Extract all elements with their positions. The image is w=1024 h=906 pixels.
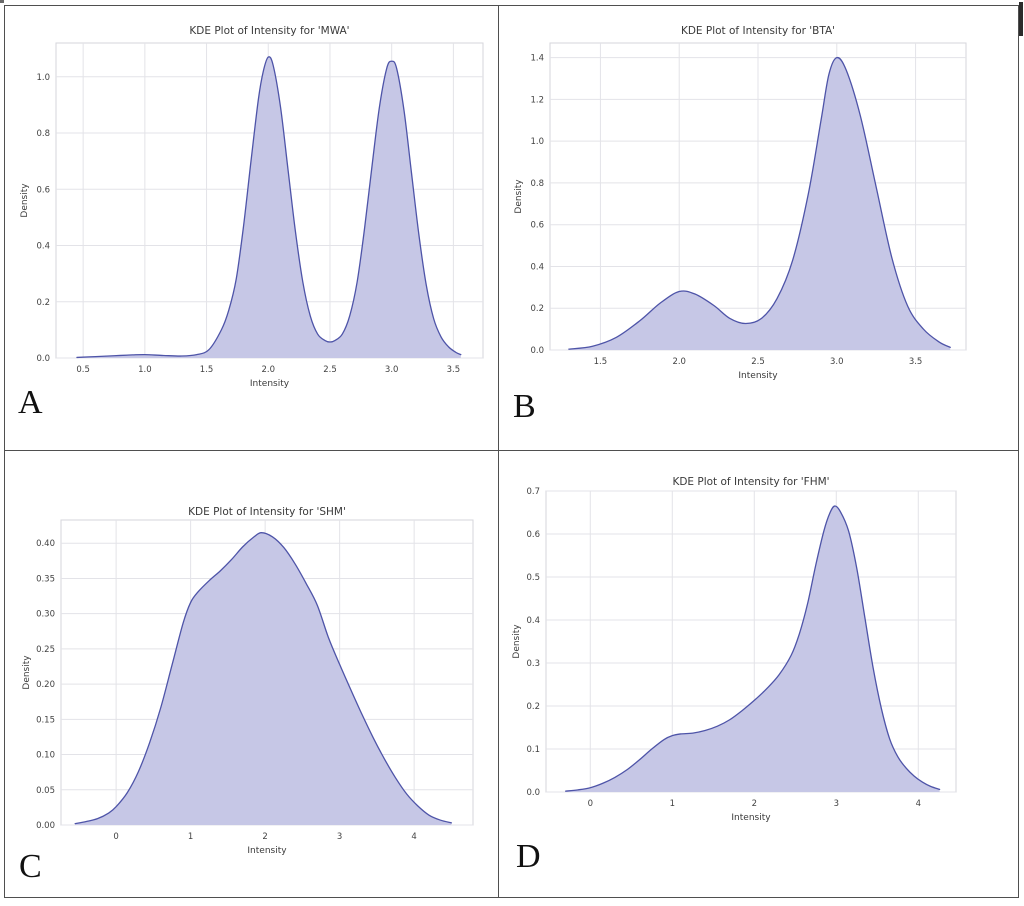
- x-axis-label: Intensity: [731, 813, 771, 823]
- y-tick-label: 0.6: [526, 530, 540, 540]
- table-cell-d: KDE Plot of Intensity for 'FHM' 0 1 2 3 4 0.0 0…: [499, 451, 1018, 897]
- y-tick-label: 0.0: [36, 354, 50, 364]
- y-tick-label: 0.30: [36, 610, 55, 620]
- y-tick-label: 0.20: [36, 680, 55, 690]
- x-tick-label: 2.5: [323, 365, 337, 375]
- corner-artifact-icon: [0, 0, 4, 3]
- kde-chart-mwa: KDE Plot of Intensity for 'MWA' 0.5 1.0 1.5…: [20, 25, 484, 389]
- figure-table: KDE Plot of Intensity for 'MWA' 0.5 1.0 1.5…: [4, 5, 1019, 898]
- x-tick-label: 3.0: [830, 357, 844, 367]
- table-cell-c: KDE Plot of Intensity for 'SHM' 0 1 2 3 4 0.00…: [5, 451, 499, 897]
- kde-area: [76, 56, 461, 358]
- y-tick-label: 0.05: [36, 786, 55, 796]
- kde-chart-shm: KDE Plot of Intensity for 'SHM' 0 1 2 3 4 0.00…: [22, 506, 474, 856]
- chart-title: KDE Plot of Intensity for 'SHM': [188, 506, 346, 518]
- kde-curve: [76, 56, 462, 359]
- table-cell-b: KDE Plot of Intensity for 'BTA' 1.5 2.0 2.5…: [499, 6, 1018, 451]
- chart-title: KDE Plot of Intensity for 'FHM': [672, 476, 829, 488]
- y-tick-label: 0.2: [530, 304, 544, 314]
- y-tick-label: 0.40: [36, 539, 55, 549]
- y-tick-label: 0.0: [526, 788, 540, 798]
- chart-title: KDE Plot of Intensity for 'MWA': [189, 25, 349, 37]
- x-tick-label: 4: [916, 799, 921, 809]
- x-tick-label: 2.0: [262, 365, 276, 375]
- y-tick-label: 0.15: [36, 715, 55, 725]
- x-tick-label: 2.0: [672, 357, 686, 367]
- x-axis-label: Intensity: [738, 371, 778, 381]
- y-tick-label: 0.25: [36, 645, 55, 655]
- x-tick-label: 4: [411, 832, 416, 842]
- y-tick-label: 0.7: [526, 487, 540, 497]
- x-tick-label: 3.5: [909, 357, 923, 367]
- kde-curve: [74, 532, 453, 825]
- kde-chart-fhm: KDE Plot of Intensity for 'FHM' 0 1 2 3 4 0.0 0…: [512, 476, 957, 823]
- y-tick-label: 1.4: [530, 54, 544, 64]
- scrollbar-thumb[interactable]: [1019, 2, 1023, 36]
- chart-title: KDE Plot of Intensity for 'BTA': [681, 25, 835, 37]
- y-tick-label: 0.00: [36, 821, 55, 831]
- kde-area: [568, 57, 951, 351]
- y-axis-label: Density: [20, 183, 30, 218]
- y-axis-label: Density: [514, 179, 524, 214]
- y-tick-label: 0.10: [36, 751, 55, 761]
- x-tick-label: 1: [670, 799, 675, 809]
- y-tick-label: 0.2: [36, 298, 50, 308]
- x-tick-label: 0: [113, 832, 118, 842]
- kde-chart-bta: KDE Plot of Intensity for 'BTA' 1.5 2.0 2.5…: [514, 25, 967, 381]
- x-axis-label: Intensity: [247, 846, 287, 856]
- x-tick-label: 3: [834, 799, 839, 809]
- y-tick-label: 0.6: [36, 185, 50, 195]
- x-tick-label: 2.5: [751, 357, 765, 367]
- panel-label-b: B: [513, 388, 536, 425]
- kde-area: [565, 506, 940, 792]
- x-tick-label: 1.0: [138, 365, 152, 375]
- x-tick-label: 2: [262, 832, 267, 842]
- y-tick-label: 1.2: [530, 95, 544, 105]
- x-tick-label: 3: [337, 832, 342, 842]
- kde-area: [75, 532, 452, 825]
- table-cell-a: KDE Plot of Intensity for 'MWA' 0.5 1.0 1.5…: [5, 6, 499, 451]
- y-tick-label: 0.5: [526, 573, 540, 583]
- y-tick-label: 0.1: [526, 745, 540, 755]
- panel-label-a: A: [18, 384, 43, 421]
- x-tick-label: 3.0: [385, 365, 399, 375]
- y-tick-label: 0.8: [530, 179, 544, 189]
- x-tick-label: 1.5: [594, 357, 608, 367]
- y-tick-label: 0.4: [526, 616, 540, 626]
- y-tick-label: 1.0: [530, 137, 544, 147]
- kde-curve: [568, 56, 951, 350]
- y-tick-label: 0.4: [36, 242, 50, 252]
- kde-curve: [565, 505, 941, 792]
- panel-label-c: C: [19, 848, 42, 885]
- x-tick-label: 0: [588, 799, 593, 809]
- y-tick-label: 0.3: [526, 659, 540, 669]
- y-tick-label: 1.0: [36, 73, 50, 83]
- x-tick-label: 1.5: [200, 365, 214, 375]
- y-tick-label: 0.0: [530, 346, 544, 356]
- x-tick-label: 1: [188, 832, 193, 842]
- y-axis-label: Density: [22, 655, 32, 690]
- x-tick-label: 0.5: [76, 365, 90, 375]
- y-tick-label: 0.2: [526, 702, 540, 712]
- panel-label-d: D: [516, 838, 541, 875]
- x-tick-label: 3.5: [447, 365, 461, 375]
- y-tick-label: 0.6: [530, 221, 544, 231]
- y-tick-label: 0.8: [36, 129, 50, 139]
- y-tick-label: 0.35: [36, 574, 55, 584]
- y-tick-label: 0.4: [530, 262, 544, 272]
- y-axis-label: Density: [512, 624, 522, 659]
- x-axis-label: Intensity: [250, 379, 290, 389]
- x-tick-label: 2: [752, 799, 757, 809]
